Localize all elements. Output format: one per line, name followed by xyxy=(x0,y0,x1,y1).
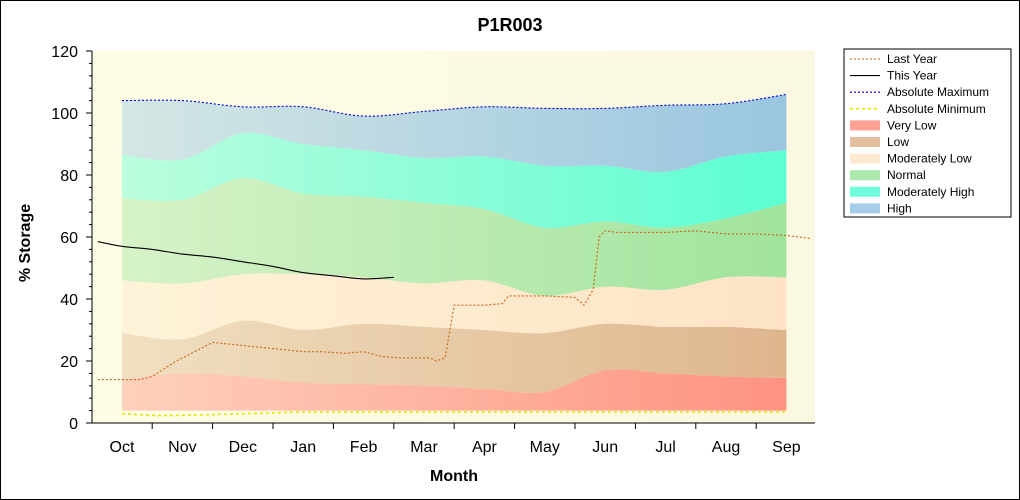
y-tick-label: 0 xyxy=(69,416,78,433)
x-tick-label: May xyxy=(530,439,560,456)
legend-label-last-year: Last Year xyxy=(887,52,937,66)
band-moderately-low xyxy=(122,273,787,340)
legend-label-moderately-low: Moderately Low xyxy=(887,152,972,166)
band-high xyxy=(122,94,787,173)
bands-layer xyxy=(122,94,787,411)
legend-swatch-normal xyxy=(850,170,880,181)
band-very-low xyxy=(122,369,787,411)
legend-label-low: Low xyxy=(887,135,909,149)
y-axis: 0 20 40 60 80 100 120 xyxy=(51,44,92,433)
y-tick-label: 100 xyxy=(51,106,78,123)
x-tick-label: Aug xyxy=(712,439,740,456)
x-tick-label: Dec xyxy=(229,439,257,456)
legend-label-absolute-maximum: Absolute Maximum xyxy=(887,85,989,99)
chart-title: P1R003 xyxy=(477,15,542,35)
x-tick-label: Apr xyxy=(472,439,498,456)
x-tick-label: Jul xyxy=(655,439,675,456)
band-low xyxy=(122,320,787,393)
series-line-last-year xyxy=(97,230,811,381)
series-line-absolute-maximum xyxy=(121,93,787,117)
x-axis: Oct Nov Dec Jan Feb Mar Apr May Jun Jul Aug Sep xyxy=(110,423,801,456)
lines-layer xyxy=(97,93,811,417)
legend-swatch-very-low xyxy=(850,120,880,131)
x-tick-label: Nov xyxy=(168,439,196,456)
x-tick-label: Sep xyxy=(772,439,801,456)
legend: Last Year This Year Absolute Maximum Absolu… xyxy=(843,48,1012,218)
legend-swatch-high xyxy=(850,203,880,214)
series-line-this-year xyxy=(97,241,394,280)
legend-label-absolute-minimum: Absolute Minimum xyxy=(887,102,986,116)
x-axis-title: Month xyxy=(430,468,478,485)
x-tick-label: Mar xyxy=(410,439,438,456)
y-axis-title: % Storage xyxy=(17,204,34,282)
legend-swatch-moderately-low xyxy=(850,153,880,164)
legend-label-moderately-high: Moderately High xyxy=(887,185,974,199)
x-tick-label: Jun xyxy=(592,439,618,456)
y-tick-label: 120 xyxy=(51,44,78,61)
y-tick-label: 40 xyxy=(60,292,78,309)
legend-label-very-low: Very Low xyxy=(887,118,937,132)
y-tick-label: 60 xyxy=(60,230,78,247)
legend-label-normal: Normal xyxy=(887,168,926,182)
legend-label-high: High xyxy=(887,201,912,215)
x-tick-label: Feb xyxy=(350,439,378,456)
x-tick-label: Jan xyxy=(290,439,316,456)
legend-swatch-moderately-high xyxy=(850,186,880,197)
band-normal xyxy=(122,178,787,296)
y-tick-label: 80 xyxy=(60,168,78,185)
series-line-absolute-minimum xyxy=(121,411,787,417)
legend-label-this-year: This Year xyxy=(887,69,937,83)
y-tick-label: 20 xyxy=(60,354,78,371)
legend-swatch-low xyxy=(850,137,880,147)
x-tick-label: Oct xyxy=(110,439,135,456)
band-moderately-high xyxy=(122,132,787,229)
